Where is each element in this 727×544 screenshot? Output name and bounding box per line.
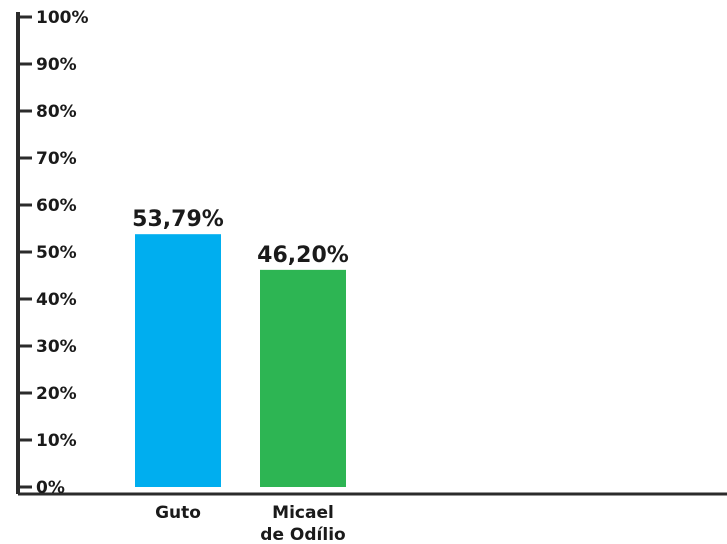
category-label: Micael — [272, 503, 334, 523]
y-tick-label: 90% — [36, 55, 77, 75]
bar-value-label: 46,20% — [257, 243, 349, 268]
bar-layer — [135, 234, 346, 487]
y-tick-label: 50% — [36, 243, 77, 263]
y-tick-label: 100% — [36, 8, 89, 28]
bar-1 — [135, 234, 221, 487]
y-tick-label: 20% — [36, 384, 77, 404]
y-tick-label: 60% — [36, 196, 77, 216]
y-tick-label: 80% — [36, 102, 77, 122]
y-tick-label: 70% — [36, 149, 77, 169]
bar-value-label: 53,79% — [132, 207, 224, 232]
label-layer: 53,79% Guto 46,20% Micael de Odílio — [132, 207, 349, 544]
category-label: Guto — [155, 503, 201, 523]
y-tick-label: 30% — [36, 337, 77, 357]
category-label: de Odílio — [260, 525, 345, 544]
y-tick-label: 40% — [36, 290, 77, 310]
axis-layer: 0% 10% 20% 30% 40% 50% 60% 70% 80% 90% 100% — [16, 8, 727, 498]
bar-2 — [260, 269, 346, 487]
y-tick-label: 10% — [36, 431, 77, 451]
y-tick-label: 0% — [36, 478, 65, 498]
